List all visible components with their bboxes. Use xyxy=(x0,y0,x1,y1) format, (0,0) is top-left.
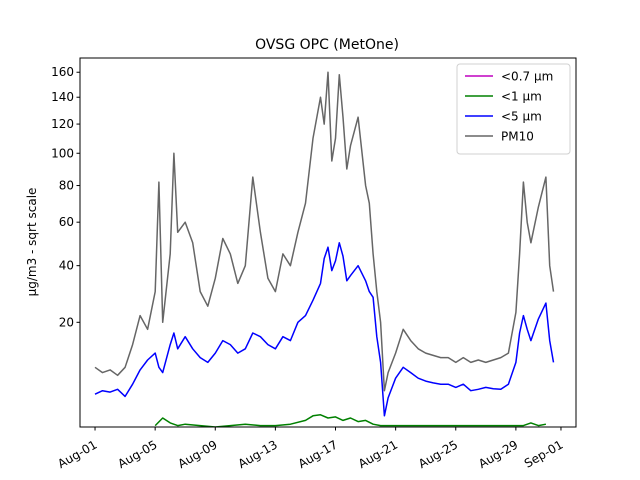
legend: <0.7 µm <1 µm <5 µm PM10 xyxy=(456,63,571,155)
x-tick-label: Sep-01 xyxy=(522,437,566,470)
x-tick-label: Aug-01 xyxy=(55,437,99,471)
x-tick-label: Aug-29 xyxy=(476,437,520,471)
legend-box xyxy=(456,63,571,155)
series-line-2 xyxy=(94,242,555,417)
y-tick-label: 140 xyxy=(51,90,74,104)
y-tick-label: 80 xyxy=(59,179,74,193)
legend-label-0: <0.7 µm xyxy=(501,70,553,84)
y-tick-label: 40 xyxy=(59,259,74,273)
y-tick-label: 100 xyxy=(51,146,74,160)
x-tick-label: Aug-13 xyxy=(236,437,280,471)
y-tick-label: 120 xyxy=(51,117,74,131)
x-tick-label: Aug-25 xyxy=(416,437,460,471)
x-tick-label: Aug-21 xyxy=(356,437,400,471)
series-line-3 xyxy=(94,71,555,392)
legend-label-1: <1 µm xyxy=(501,90,542,104)
chart-title: OVSG OPC (MetOne) xyxy=(255,37,399,53)
y-axis: 20 40 60 80 100 120 140 160 xyxy=(51,65,80,329)
y-tick-label: 60 xyxy=(59,215,74,229)
series-line-1 xyxy=(154,414,547,427)
series-layer xyxy=(94,71,555,427)
y-axis-title: µg/m3 - sqrt scale xyxy=(25,188,39,297)
x-tick-label: Aug-09 xyxy=(176,437,220,471)
y-tick-label: 20 xyxy=(59,315,74,329)
plot-frame xyxy=(79,57,577,428)
x-tick-label: Aug-05 xyxy=(115,437,159,471)
legend-label-3: PM10 xyxy=(501,130,534,144)
legend-label-2: <5 µm xyxy=(501,110,542,124)
y-tick-label: 160 xyxy=(51,65,74,79)
x-axis: Aug-01 Aug-05 Aug-09 Aug-13 Aug-17 Aug-21 Aug-… xyxy=(55,427,565,471)
x-tick-label: Aug-17 xyxy=(296,437,340,471)
